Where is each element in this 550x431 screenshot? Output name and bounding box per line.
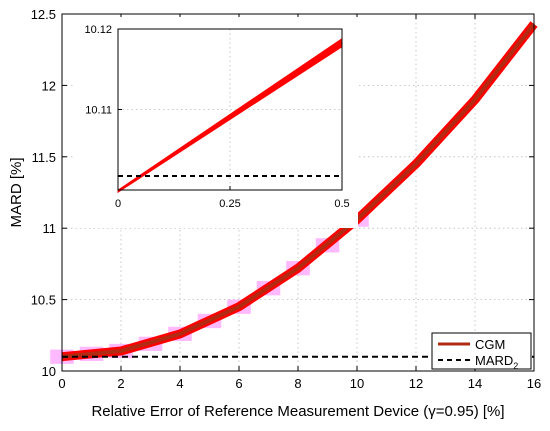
y-tick-label: 10.5 (31, 293, 56, 308)
x-tick-label: 0 (58, 376, 65, 391)
y-tick-label: 11.5 (32, 150, 56, 165)
y-tick-label: 12.5 (31, 7, 56, 22)
highlight-boxes (50, 212, 369, 363)
legend-mard2-subscript: 2 (513, 361, 518, 371)
x-tick-label: 12 (409, 376, 423, 391)
inset-zoom-plot: 0 0.25 0.5 10.11 10.12 (74, 17, 358, 228)
inset-background (74, 17, 358, 228)
y-tick-label: 10 (42, 364, 56, 379)
x-tick-label: 4 (176, 376, 183, 391)
inset-x-tick-label: 0.5 (334, 198, 349, 210)
inset-y-tick-label: 10.11 (85, 105, 112, 117)
x-tick-label: 10 (350, 376, 364, 391)
x-axis-label: Relative Error of Reference Measurement … (91, 403, 504, 420)
x-tick-label: 16 (527, 376, 541, 391)
inset-y-tick-label: 10.12 (84, 24, 112, 36)
x-tick-label: 2 (117, 376, 124, 391)
inset-x-tick-label: 0 (115, 198, 121, 210)
x-tick-label: 6 (235, 376, 242, 391)
y-axis-label: MARD [%] (8, 157, 25, 227)
inset-x-tick-label: 0.25 (219, 198, 240, 210)
x-tick-label: 14 (468, 376, 482, 391)
legend-cgm-label: CGM (475, 337, 505, 352)
y-tick-label: 11 (43, 221, 57, 236)
y-tick-label: 12 (42, 78, 56, 93)
legend-mard2-main: MARD (475, 353, 513, 368)
x-tick-label: 8 (294, 376, 301, 391)
